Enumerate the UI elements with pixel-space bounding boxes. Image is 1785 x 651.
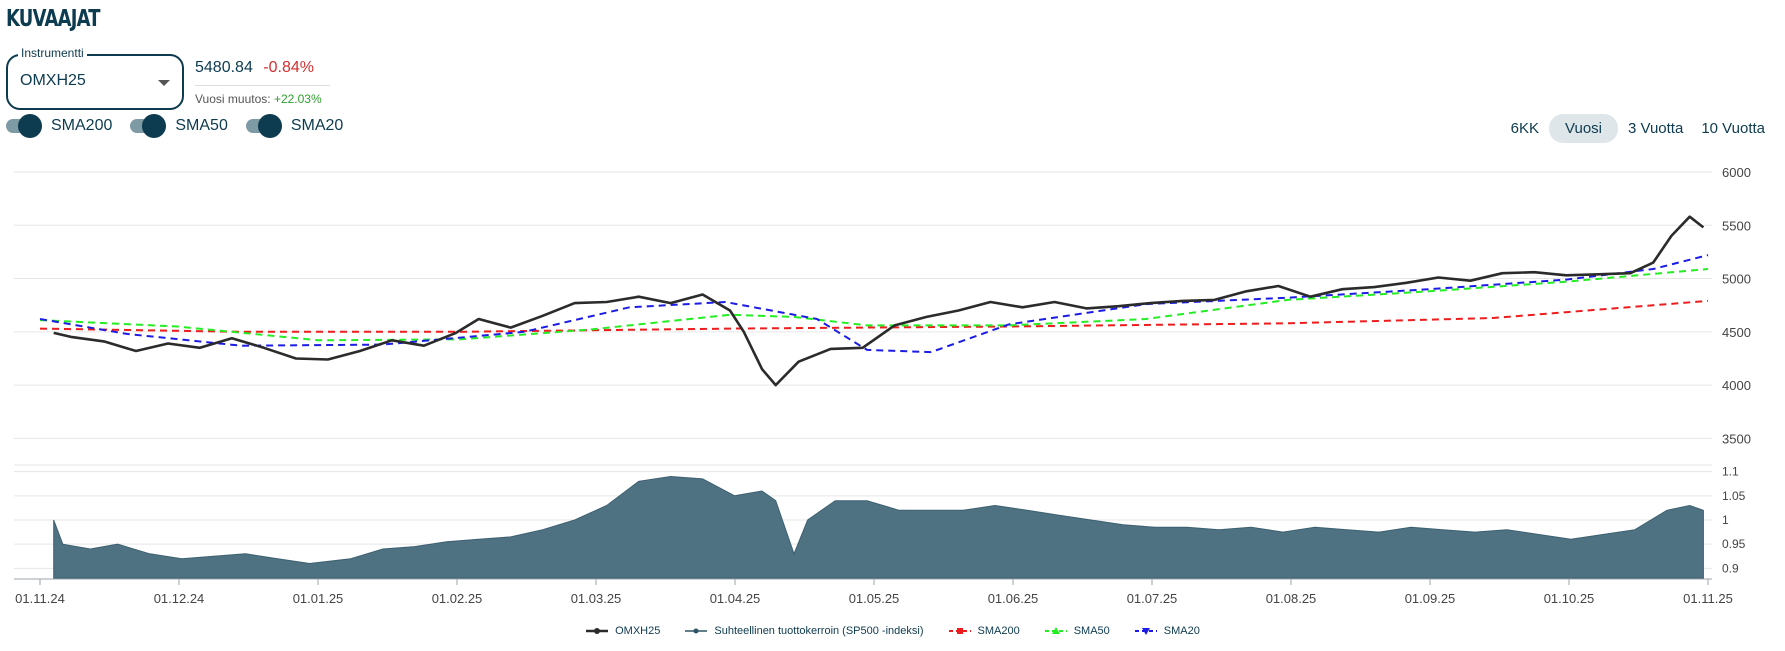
x-tick-label: 01.09.25 xyxy=(1405,591,1456,606)
x-tick-label: 01.11.24 xyxy=(15,591,65,606)
toggle-sma200[interactable]: SMA200 xyxy=(6,114,113,138)
range-6kk-button[interactable]: 6KK xyxy=(1510,120,1540,137)
legend-label: SMA200 xyxy=(977,625,1020,637)
year-change-label: Vuosi muutos: xyxy=(195,92,271,106)
sma20-line xyxy=(39,254,1709,354)
sma50-line xyxy=(39,268,1709,342)
legend-label: SMA20 xyxy=(1163,625,1200,637)
relative-return-area xyxy=(53,475,1704,579)
page-title: KUVAAJAT xyxy=(6,6,101,32)
legend-dash-triangle-icon xyxy=(1044,627,1067,634)
instrument-label: Instrumentti xyxy=(18,46,87,60)
x-tick-label: 01.08.25 xyxy=(1266,591,1317,606)
legend-item-sma20[interactable]: SMA20 xyxy=(1134,625,1200,637)
legend-label: OMXH25 xyxy=(615,625,661,637)
x-tick-label: 01.01.25 xyxy=(293,591,344,606)
legend-item-sma200[interactable]: SMA200 xyxy=(948,625,1020,637)
legend-label: SMA50 xyxy=(1073,625,1110,637)
sma200-line xyxy=(39,299,1709,333)
y-tick-label: 5000 xyxy=(1722,272,1751,287)
range-selector: 6KK Vuosi 3 Vuotta 10 Vuotta xyxy=(1501,114,1773,143)
y-tick-label: 4000 xyxy=(1722,378,1751,393)
quote-change: -0.84% xyxy=(263,59,314,76)
range-vuosi-button[interactable]: Vuosi xyxy=(1549,114,1618,143)
x-tick-label: 01.07.25 xyxy=(1127,591,1178,606)
quote: 5480.84 -0.84% xyxy=(195,59,314,77)
toggle-label: SMA50 xyxy=(175,117,228,134)
x-tick-label: 01.06.25 xyxy=(988,591,1039,606)
switch-track[interactable] xyxy=(245,114,282,138)
x-tick-label: 01.12.24 xyxy=(154,591,205,606)
switch-knob[interactable] xyxy=(18,114,42,138)
omxh25-line xyxy=(53,215,1705,387)
y-tick-label: 1.05 xyxy=(1722,489,1746,503)
legend-line-dot-icon xyxy=(685,628,708,634)
range-10-vuotta-button[interactable]: 10 Vuotta xyxy=(1701,120,1765,137)
chart-legend: OMXH25 Suhteellinen tuottokerroin (SP500… xyxy=(0,625,1785,637)
toggle-sma20[interactable]: SMA20 xyxy=(245,114,344,138)
switch-track[interactable] xyxy=(6,114,42,138)
quote-divider xyxy=(195,85,330,86)
y-tick-label: 1.1 xyxy=(1722,465,1739,479)
switch-track[interactable] xyxy=(130,114,167,138)
instrument-select[interactable]: Instrumentti OMXH25 xyxy=(6,46,184,110)
y-tick-label: 0.95 xyxy=(1722,537,1746,551)
legend-line-dot-icon xyxy=(586,628,609,634)
legend-dash-square-icon xyxy=(948,628,971,634)
sma-toggles: SMA200 SMA50 SMA20 xyxy=(6,114,361,138)
instrument-value: OMXH25 xyxy=(20,72,86,89)
y-tick-label: 1 xyxy=(1722,513,1729,527)
x-tick-label: 01.02.25 xyxy=(432,591,483,606)
y-tick-label: 3500 xyxy=(1722,431,1751,446)
year-change: Vuosi muutos: +22.03% xyxy=(195,92,322,106)
caret-down-icon[interactable] xyxy=(158,80,170,86)
toggle-label: SMA20 xyxy=(290,117,344,134)
switch-knob[interactable] xyxy=(142,114,167,138)
price-chart: 3500 4000 4500 5000 5500 6000 0.9 0.95 1 1.05 1.1 0… xyxy=(14,165,1751,606)
toggle-label: SMA200 xyxy=(51,117,113,134)
quote-price: 5480.84 xyxy=(195,59,253,76)
x-tick-label: 01.03.25 xyxy=(571,591,622,606)
x-tick-label: 01.04.25 xyxy=(710,591,761,606)
year-change-value: +22.03% xyxy=(273,92,322,106)
legend-item-sma50[interactable]: SMA50 xyxy=(1044,625,1110,637)
y-tick-label: 5500 xyxy=(1722,218,1751,233)
y-tick-label: 4500 xyxy=(1722,325,1751,340)
x-tick-label: 01.11.25 xyxy=(1683,591,1733,606)
legend-item-omxh25[interactable]: OMXH25 xyxy=(585,625,660,637)
range-3-vuotta-button[interactable]: 3 Vuotta xyxy=(1628,120,1684,137)
x-tick-label: 01.05.25 xyxy=(849,591,900,606)
x-tick-label: 01.10.25 xyxy=(1544,591,1595,606)
y-tick-label: 0.9 xyxy=(1722,561,1739,575)
legend-dash-triangle-down-icon xyxy=(1134,628,1157,635)
legend-item-relative[interactable]: Suhteellinen tuottokerroin (SP500 -indek… xyxy=(684,625,924,637)
switch-knob[interactable] xyxy=(257,114,282,138)
legend-label: Suhteellinen tuottokerroin (SP500 -indek… xyxy=(714,625,924,637)
toggle-sma50[interactable]: SMA50 xyxy=(130,114,228,138)
y-tick-label: 6000 xyxy=(1722,165,1751,180)
